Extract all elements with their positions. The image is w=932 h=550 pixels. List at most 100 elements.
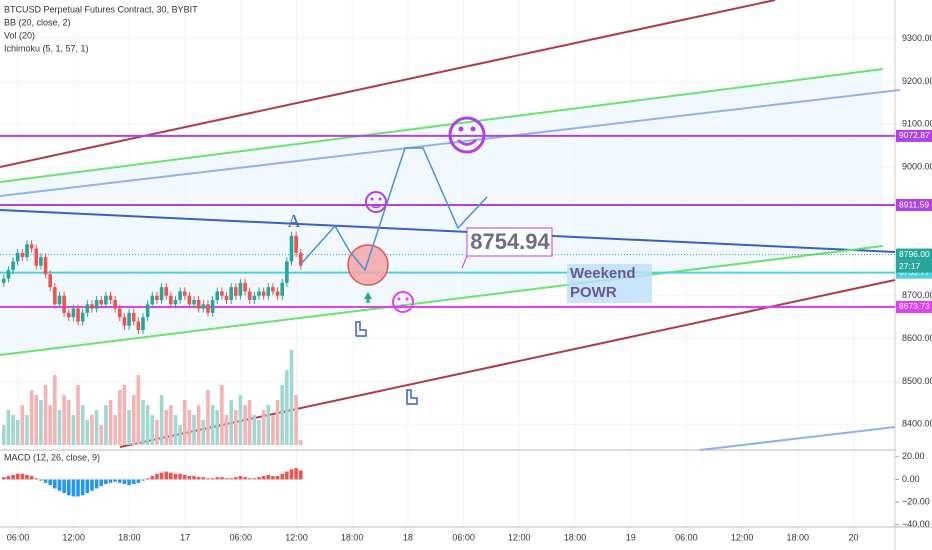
candle (118, 308, 122, 318)
macd-bar (20, 473, 25, 480)
y-tick-label: 9100.00 (902, 119, 932, 129)
x-tick-label: 12:00 (285, 532, 308, 542)
price-tag (896, 199, 932, 212)
macd-bar (206, 478, 210, 480)
price-tag-label: 8673.73 (899, 301, 930, 311)
volume-bar (173, 415, 178, 445)
price-box (466, 227, 553, 257)
x-tick-label: 18:00 (787, 532, 810, 542)
macd-bar (234, 477, 238, 480)
volume-bar (275, 400, 280, 445)
candle (76, 308, 80, 322)
legend-line: BB (20, close, 2) (4, 17, 71, 27)
macd-bar (196, 477, 201, 480)
candle (201, 304, 206, 309)
trend-line (699, 426, 896, 451)
candle (247, 291, 252, 300)
candle (266, 287, 271, 296)
volume-bar (104, 405, 108, 445)
volume-bar (11, 415, 15, 445)
macd-bar (39, 479, 43, 481)
macd-bar (94, 479, 99, 489)
volume-bar (298, 440, 303, 445)
up-arrow (364, 292, 372, 303)
y-tick-label: 9300.00 (902, 33, 932, 43)
macd-bar (257, 477, 261, 480)
volume-bar (20, 405, 25, 445)
price-tag-label: 9072.87 (899, 130, 930, 140)
macd-bar (66, 479, 71, 496)
macd-bar (34, 478, 39, 480)
volume-bar (141, 400, 145, 445)
macd-bar (25, 474, 29, 480)
y-tick-label: 8700.00 (902, 290, 932, 300)
legend-line: BTCUSD Perpetual Futures Contract, 30, B… (4, 4, 198, 14)
macd-bar (15, 473, 20, 480)
candle (34, 248, 39, 266)
macd-bar (159, 472, 164, 480)
candle (173, 300, 178, 305)
trend-line (0, 68, 884, 183)
macd-bar (215, 477, 220, 480)
volume-bar (266, 405, 271, 445)
volume-bar (238, 395, 243, 445)
volume-bar (196, 405, 201, 445)
candle (182, 291, 187, 296)
volume-bar (71, 415, 76, 445)
volume-bar (187, 410, 192, 445)
candle (94, 300, 99, 309)
volume-bar (25, 415, 29, 445)
candle (25, 244, 29, 258)
price-tag (896, 129, 932, 142)
candle (187, 295, 192, 305)
macd-bar (187, 476, 192, 480)
macd-bar (127, 479, 131, 486)
candle (192, 300, 196, 305)
candle (20, 252, 25, 258)
volume-bar (122, 385, 127, 445)
macd-bar (247, 478, 252, 480)
volume-bar (6, 410, 11, 445)
volume-bar (62, 395, 66, 445)
candle (238, 282, 243, 296)
macd-bar (201, 477, 206, 480)
macd-bar (104, 479, 108, 484)
macd-bar (298, 470, 303, 480)
candle (159, 287, 164, 300)
macd-bar (271, 476, 275, 480)
macd-bar (294, 468, 298, 480)
candle (71, 308, 76, 318)
candle (169, 295, 173, 305)
candle (196, 300, 201, 309)
candle (127, 312, 131, 326)
volume-bar (294, 395, 298, 445)
macd-bar (48, 479, 52, 486)
trend-line (0, 245, 884, 356)
candle (229, 287, 233, 300)
x-tick-label: 12:00 (62, 532, 85, 542)
volume-bar (48, 405, 52, 445)
volume-bar (85, 420, 90, 445)
macd-bar (182, 474, 187, 480)
hand-icon (406, 389, 418, 405)
volume-bar (243, 405, 247, 445)
macd-bar (136, 479, 141, 483)
volume-bar (15, 420, 20, 445)
candle (11, 261, 15, 270)
drawings: 8754.94 Weekend POWR A (288, 116, 652, 405)
x-tick-label: 12:00 (508, 532, 531, 542)
candle (294, 235, 298, 253)
volume-bar (289, 350, 294, 445)
macd-bar (71, 479, 76, 497)
volume-bar (224, 415, 229, 445)
price-tag-label: 8911.59 (899, 199, 929, 209)
macd-bar (131, 479, 136, 484)
macd-tick-label: −40.00 (902, 519, 930, 529)
volume-bar (220, 385, 224, 445)
volume-bar (210, 405, 215, 445)
macd-bar (266, 474, 271, 480)
macd-bar (261, 476, 266, 480)
macd-bar (99, 479, 104, 487)
